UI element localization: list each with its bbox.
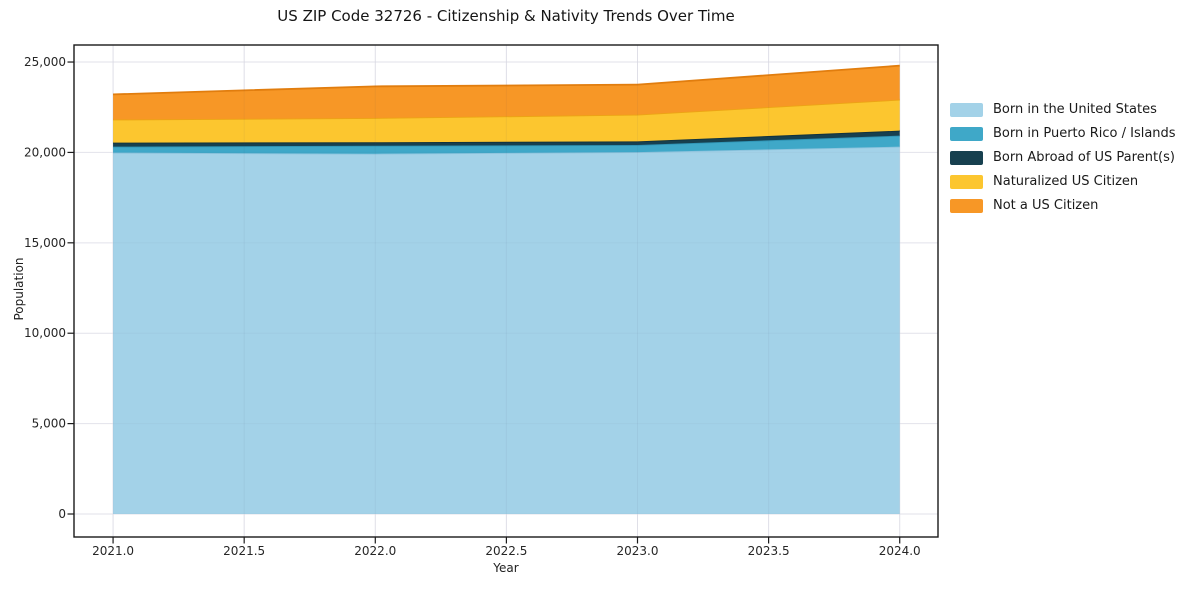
legend-swatch — [950, 126, 983, 141]
area-series-4 — [113, 65, 900, 120]
legend-swatch — [950, 102, 983, 117]
x-tick-label: 2023.5 — [748, 544, 790, 558]
legend-item-4: Not a US Citizen — [950, 198, 1176, 213]
x-tick-label: 2023.0 — [617, 544, 659, 558]
legend-item-3: Naturalized US Citizen — [950, 174, 1176, 189]
x-tick-label: 2022.5 — [485, 544, 527, 558]
x-tick-label: 2022.0 — [354, 544, 396, 558]
chart-title: US ZIP Code 32726 - Citizenship & Nativi… — [277, 7, 735, 25]
area-series-1 — [113, 135, 900, 154]
x-tick-label: 2021.0 — [92, 544, 134, 558]
legend-label: Born in the United States — [993, 102, 1157, 117]
legend-swatch — [950, 198, 983, 213]
legend-item-2: Born Abroad of US Parent(s) — [950, 150, 1176, 165]
y-tick-label: 10,000 — [24, 326, 66, 340]
y-tick-label: 5,000 — [32, 417, 66, 431]
x-axis-label: Year — [493, 561, 519, 575]
x-tick-label: 2021.5 — [223, 544, 265, 558]
y-tick-label: 20,000 — [24, 145, 66, 159]
area-edge-4 — [113, 64, 900, 96]
legend: Born in the United States Born in Puerto … — [950, 102, 1176, 213]
y-tick-label: 25,000 — [24, 55, 66, 69]
legend-label: Born Abroad of US Parent(s) — [993, 150, 1175, 165]
legend-label: Not a US Citizen — [993, 198, 1099, 213]
legend-item-0: Born in the United States — [950, 102, 1176, 117]
y-tick-label: 15,000 — [24, 236, 66, 250]
legend-swatch — [950, 150, 983, 165]
area-edge-0 — [113, 145, 900, 155]
area-series-3 — [113, 99, 900, 143]
legend-label: Born in Puerto Rico / Islands — [993, 126, 1176, 141]
y-axis-label: Population — [12, 257, 26, 321]
y-tick-label: 0 — [58, 507, 66, 521]
area-series-0 — [113, 146, 900, 515]
legend-swatch — [950, 174, 983, 189]
legend-item-1: Born in Puerto Rico / Islands — [950, 126, 1176, 141]
legend-label: Naturalized US Citizen — [993, 174, 1139, 189]
x-tick-label: 2024.0 — [879, 544, 921, 558]
